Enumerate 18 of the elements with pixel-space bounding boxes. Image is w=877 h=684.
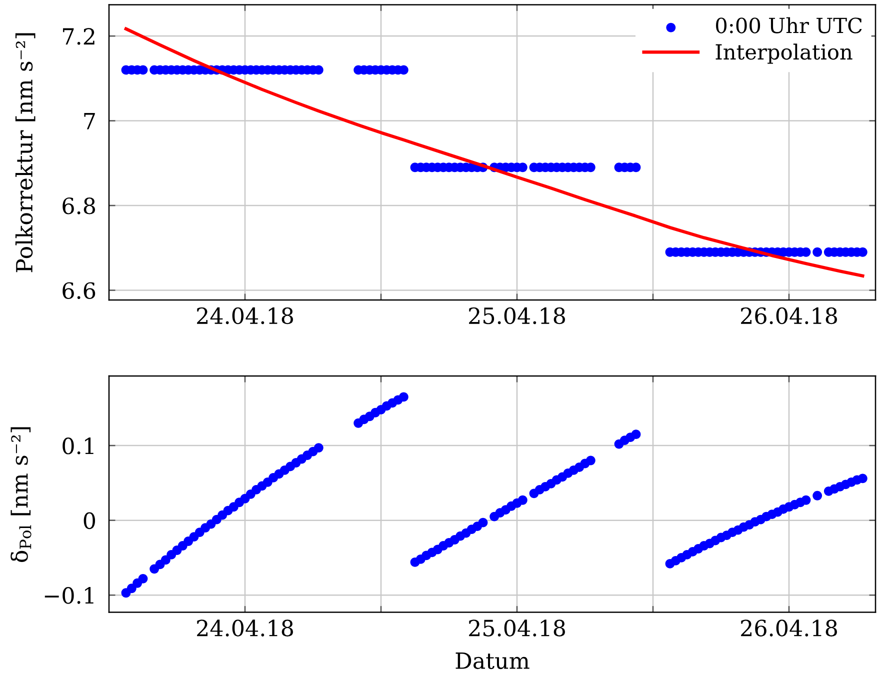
x-axis-title: Datum (456, 652, 530, 670)
y-tick-label: −0.1 (44, 587, 94, 604)
y-tick-label: 7 (84, 113, 95, 130)
y-tick-label: 6.8 (62, 197, 96, 214)
x-tick-label: 24.04.18 (197, 620, 293, 636)
x-tick-label: 25.04.18 (469, 620, 565, 636)
y-axis-title: δ$_{Pol}$ [nm s⁻²] (10, 427, 32, 562)
y-tick-label: 7.2 (63, 28, 94, 45)
legend-label: 0:00 Uhr UTC (716, 17, 862, 34)
x-tick-label: 24.04.18 (197, 307, 293, 324)
x-tick-label: 25.04.18 (469, 307, 565, 324)
legend-label: Interpolation (716, 44, 852, 64)
y-tick-label: 6.6 (62, 282, 96, 300)
y-tick-label: 0.1 (62, 437, 94, 454)
x-tick-label: 26.04.18 (741, 620, 837, 636)
x-tick-label: 26.04.18 (741, 307, 837, 324)
y-axis-title: Polkorrektur [nm s⁻²] (15, 33, 36, 272)
y-tick-label: 0 (84, 512, 96, 530)
